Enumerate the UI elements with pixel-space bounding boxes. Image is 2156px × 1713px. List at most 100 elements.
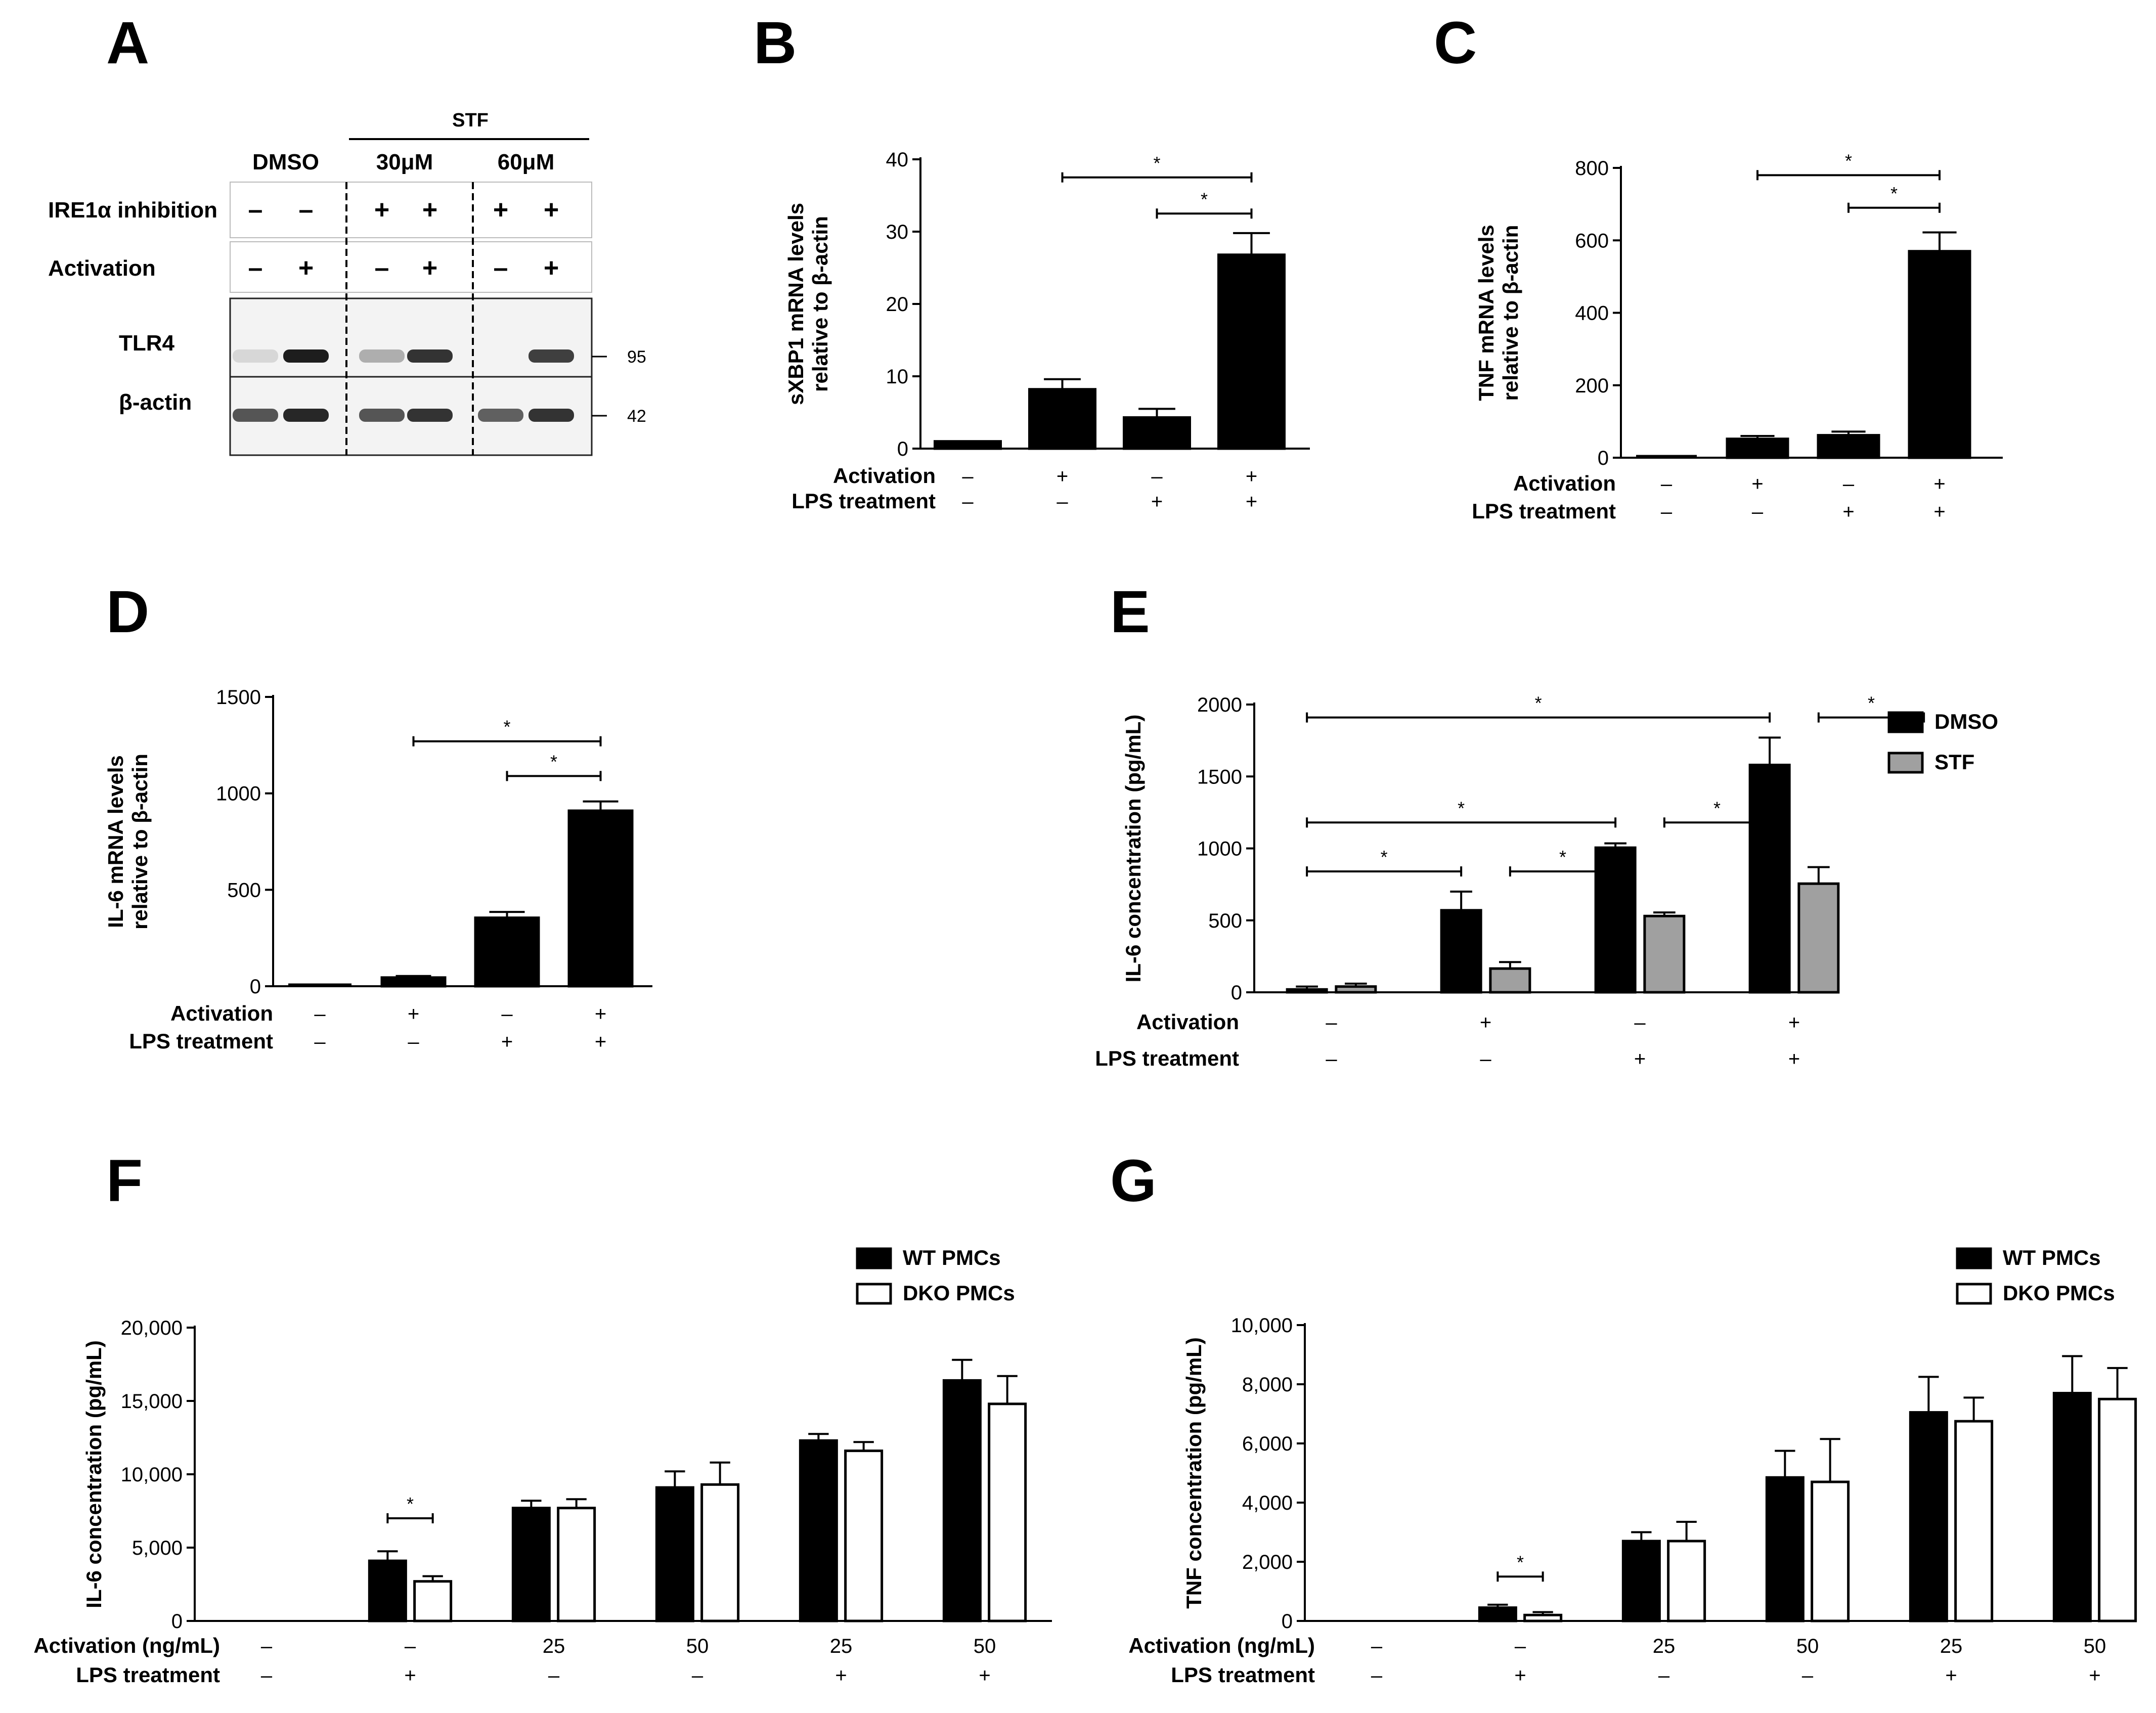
bar-dko-pmcs <box>1667 1540 1706 1622</box>
bar-wt-pmcs <box>1621 1540 1661 1622</box>
panel-e-chart: 0 500 1000 1500 2000 IL-6 concentration (pg/m… <box>1095 693 1998 1070</box>
condition-sign: – <box>1326 1048 1337 1070</box>
bar-stf <box>1335 985 1377 994</box>
bar-wt-pmcs <box>1765 1476 1805 1622</box>
legend-entry: DKO PMCs <box>903 1281 1015 1305</box>
condition-sign: 25 <box>1940 1635 1963 1657</box>
condition-sign: – <box>314 1003 326 1025</box>
condition-sign: + <box>979 1664 990 1687</box>
y-tick-label: 1000 <box>216 783 261 805</box>
condition-sign: – <box>1752 501 1764 523</box>
blot-sign: + <box>544 195 559 225</box>
condition-sign: – <box>1480 1048 1491 1070</box>
bar <box>1908 250 1971 459</box>
blot-row-label: IRE1α inhibition <box>48 198 217 223</box>
y-tick-label: 10 <box>886 366 909 388</box>
bar-wt-pmcs <box>942 1379 982 1622</box>
condition-sign: + <box>1842 501 1854 523</box>
condition-sign: 50 <box>1796 1635 1819 1657</box>
bar-wt-pmcs <box>1478 1606 1517 1622</box>
significance-label: * <box>1868 693 1875 714</box>
blot-header-60um: 60μM <box>498 150 555 174</box>
condition-sign: + <box>1057 465 1068 488</box>
y-tick-label: 200 <box>1575 375 1609 397</box>
bar-wt-pmcs <box>655 1486 694 1622</box>
condition-sign: 25 <box>1653 1635 1676 1657</box>
blot-sign: + <box>493 195 508 225</box>
y-tick-label: 20,000 <box>121 1317 183 1339</box>
y-axis-title-line: sXBP1 mRNA levels <box>784 203 808 405</box>
significance-label: * <box>503 717 510 737</box>
bar-dko-pmcs <box>1811 1480 1850 1622</box>
condition-sign: – <box>962 491 974 513</box>
y-axis-title-line: relative to β-actin <box>128 754 152 930</box>
y-tick-label: 8,000 <box>1242 1374 1293 1396</box>
blot-sign: + <box>422 195 437 225</box>
blot-header-30um: 30μM <box>376 150 433 174</box>
bar-stf <box>1489 967 1531 994</box>
condition-sign: + <box>1246 465 1257 488</box>
condition-sign: + <box>1480 1012 1491 1034</box>
condition-sign: – <box>1661 473 1673 495</box>
condition-sign: + <box>1788 1012 1800 1034</box>
panel-letter-d: D <box>106 579 149 645</box>
y-tick-label: 2000 <box>1197 694 1242 716</box>
bar-dmso <box>1748 763 1791 994</box>
legend-swatch <box>1887 711 1924 733</box>
y-tick-label: 30 <box>886 221 909 243</box>
bar-stf <box>1797 882 1840 994</box>
panel-letter-b: B <box>754 10 797 76</box>
significance-label: * <box>407 1494 414 1514</box>
significance-label: * <box>1458 798 1465 818</box>
condition-sign: – <box>501 1003 513 1025</box>
y-axis-title: IL-6 concentration (pg/mL) <box>82 1340 106 1608</box>
y-tick-label: 10,000 <box>121 1464 183 1486</box>
y-tick-label: 0 <box>897 438 908 460</box>
condition-sign: – <box>1634 1012 1646 1034</box>
panel-b-chart: 0 10 20 30 40 sXBP1 mRNA levelsrelative to β-… <box>784 149 1310 513</box>
bar-dko-pmcs <box>700 1483 740 1622</box>
blot-row-label: Activation <box>48 256 156 281</box>
y-tick-label: 20 <box>886 293 909 316</box>
y-tick-label: 400 <box>1575 302 1609 325</box>
bar <box>1817 434 1880 459</box>
legend-swatch <box>1887 752 1924 774</box>
y-tick-label: 1000 <box>1197 838 1242 860</box>
y-tick-label: 40 <box>886 149 909 171</box>
panel-a-western-blot: STF DMSO 30μM 60μM IRE1α inhibition – – + + + + Act… <box>48 110 646 456</box>
condition-row-label: Activation (ng/mL) <box>33 1634 220 1657</box>
bar-dmso <box>1440 909 1482 994</box>
condition-sign: – <box>408 1031 419 1053</box>
y-tick-label: 0 <box>250 976 261 998</box>
blot-sign: + <box>544 253 559 283</box>
significance-label: * <box>550 751 557 772</box>
bar <box>567 809 634 988</box>
condition-sign: – <box>962 465 974 488</box>
y-axis-title-line: IL-6 concentration (pg/mL) <box>82 1340 106 1608</box>
bar-wt-pmcs <box>799 1439 838 1622</box>
y-axis-title: sXBP1 mRNA levelsrelative to β-actin <box>784 203 832 405</box>
bar <box>1028 388 1096 450</box>
blot-band <box>359 409 405 422</box>
bar-wt-pmcs <box>368 1559 407 1622</box>
condition-row-label: LPS treatment <box>129 1029 273 1053</box>
blot-band <box>233 409 278 422</box>
condition-row-label: Activation <box>170 1001 273 1025</box>
condition-sign: – <box>1151 465 1163 488</box>
y-tick-label: 500 <box>227 879 261 901</box>
legend-entry: STF <box>1934 750 1974 774</box>
condition-sign: + <box>1514 1664 1526 1687</box>
blot-band <box>529 349 574 363</box>
y-axis-title-line: TNF mRNA levels <box>1474 225 1498 401</box>
y-tick-label: 4,000 <box>1242 1492 1293 1514</box>
condition-sign: – <box>1371 1635 1383 1657</box>
condition-sign: 25 <box>830 1635 853 1657</box>
condition-sign: + <box>1151 491 1163 513</box>
bar-dko-pmcs <box>413 1580 453 1622</box>
condition-sign: + <box>1246 491 1257 513</box>
condition-sign: + <box>404 1664 416 1687</box>
y-axis-title-line: TNF concentration (pg/mL) <box>1182 1337 1206 1609</box>
y-axis-title-line: relative to β-actin <box>1499 225 1522 401</box>
condition-sign: – <box>1515 1635 1526 1657</box>
